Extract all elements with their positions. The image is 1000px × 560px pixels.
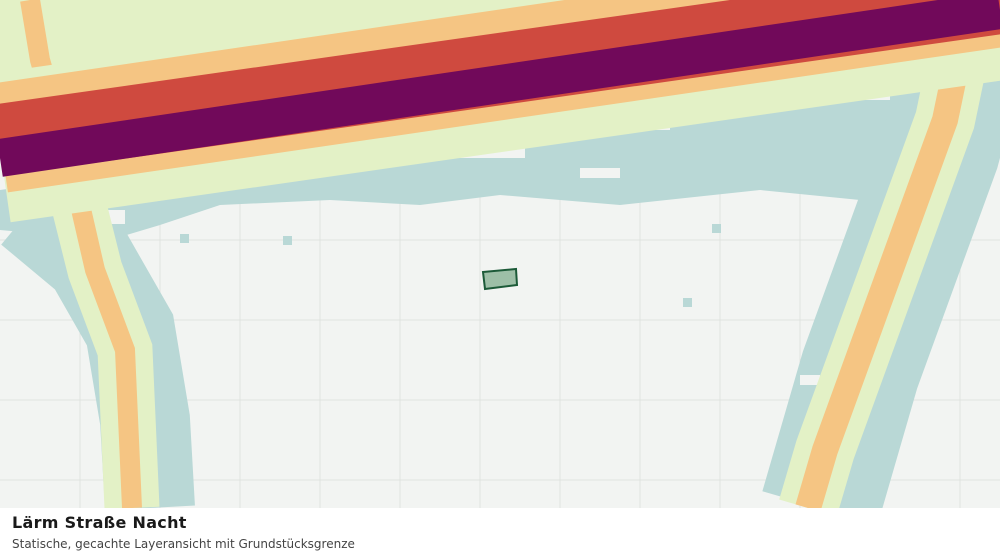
noise-cell [712,224,721,233]
noise-cell [283,236,292,245]
caption-bar: Lärm Straße Nacht Statische, gecachte La… [0,508,1000,560]
noise-cell [683,298,692,307]
road-zone-high [20,0,142,508]
road-zone-high [795,0,983,508]
map-title: Lärm Straße Nacht [12,513,187,532]
parcel-boundary[interactable] [481,267,519,291]
road-zone-extreme [0,0,1000,177]
map-canvas [0,0,1000,508]
map-view [0,0,1000,508]
gap-cell [580,168,620,178]
noise-cell [180,234,189,243]
map-subtitle: Statische, gecachte Layeransicht mit Gru… [12,537,355,551]
gap-cell [800,375,820,385]
